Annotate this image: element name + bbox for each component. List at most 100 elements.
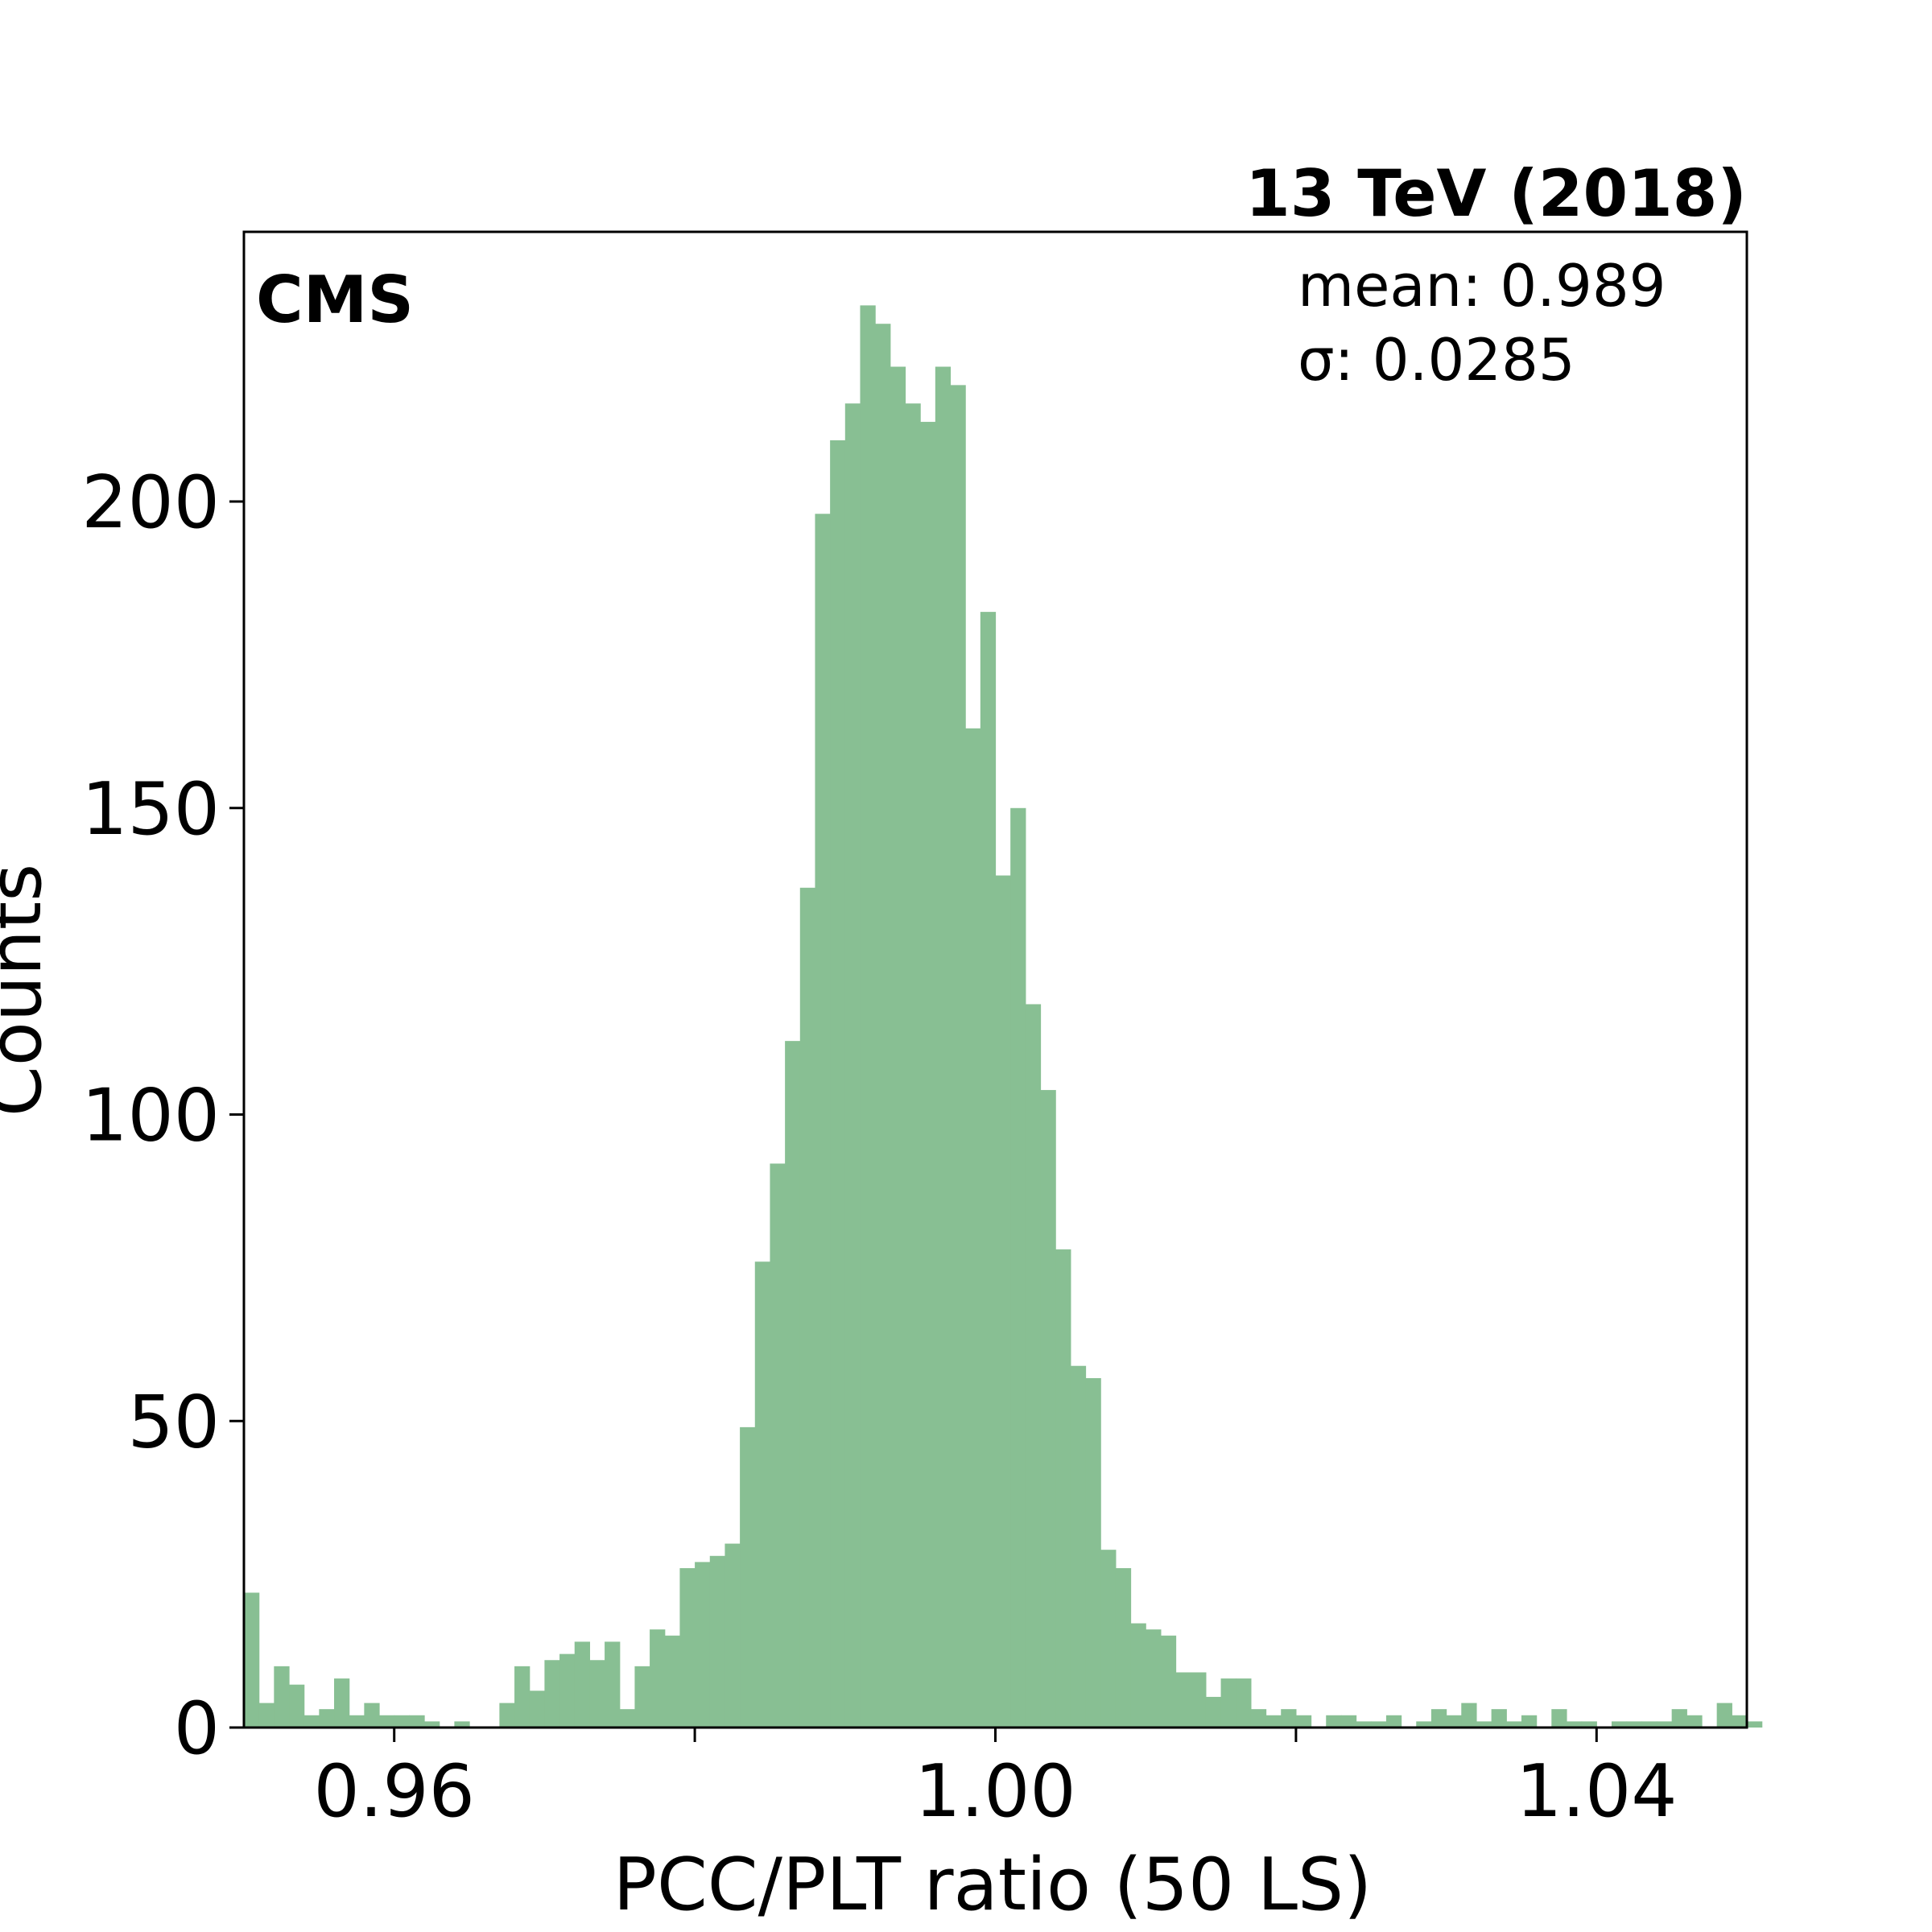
histogram-bar xyxy=(319,1709,335,1728)
histogram-bar xyxy=(830,440,846,1728)
histogram-bar xyxy=(244,1592,260,1728)
x-axis-label: PCC/PLT ratio (50 LS) xyxy=(613,1843,1373,1927)
histogram-bar xyxy=(1146,1629,1162,1728)
y-axis-label: Counts xyxy=(0,864,58,1117)
histogram-bar xyxy=(799,887,816,1728)
histogram-bar xyxy=(1686,1715,1703,1728)
histogram-bar xyxy=(454,1721,470,1728)
histogram-bar xyxy=(1491,1709,1507,1728)
histogram-bar xyxy=(1281,1709,1297,1728)
histogram-bars xyxy=(244,305,1763,1728)
histogram-bar xyxy=(935,366,952,1728)
histogram-bar xyxy=(785,1041,801,1728)
histogram-bar xyxy=(514,1666,530,1728)
histogram-bar xyxy=(364,1703,380,1728)
histogram-bar xyxy=(619,1709,636,1728)
y-tick-label: 50 xyxy=(127,1380,220,1464)
histogram-bar xyxy=(875,324,891,1728)
y-tick-label: 0 xyxy=(174,1686,220,1771)
x-tick-label: 1.00 xyxy=(914,1749,1075,1834)
histogram-bar xyxy=(605,1641,621,1728)
histogram-bar xyxy=(1160,1635,1177,1728)
histogram-bar xyxy=(754,1261,771,1728)
histogram-bar xyxy=(1566,1721,1583,1728)
histogram-bar xyxy=(409,1715,425,1728)
histogram-bar xyxy=(1385,1715,1402,1728)
histogram-bar xyxy=(394,1715,410,1728)
histogram-bar xyxy=(1340,1715,1357,1728)
histogram-bar xyxy=(1130,1623,1146,1728)
histogram-bar xyxy=(1476,1721,1492,1728)
histogram-bar xyxy=(1205,1696,1222,1728)
histogram-bar xyxy=(965,728,981,1728)
histogram-bar xyxy=(1656,1721,1673,1728)
histogram-bar xyxy=(950,385,966,1728)
histogram-bar xyxy=(890,366,906,1728)
histogram-bar xyxy=(844,403,861,1728)
histogram-bar xyxy=(1747,1721,1763,1728)
histogram-bar xyxy=(1641,1721,1657,1728)
histogram-bar xyxy=(1461,1703,1477,1728)
histogram-bar xyxy=(289,1684,305,1728)
histogram-bar xyxy=(274,1666,290,1728)
histogram-bar xyxy=(1521,1715,1538,1728)
x-tick-label: 1.04 xyxy=(1516,1749,1677,1834)
histogram-bar xyxy=(1416,1721,1432,1728)
y-tick-label: 100 xyxy=(81,1074,220,1158)
histogram-bar xyxy=(740,1426,756,1728)
histogram-bar xyxy=(334,1678,350,1728)
histogram-bar xyxy=(1265,1715,1282,1728)
histogram-bar xyxy=(529,1690,545,1728)
histogram-bar xyxy=(1115,1568,1132,1728)
histogram-bar xyxy=(1040,1090,1056,1728)
histogram-bar xyxy=(1055,1249,1071,1728)
histogram-bar xyxy=(860,305,876,1728)
histogram-bar xyxy=(650,1629,666,1728)
histogram-bar xyxy=(379,1715,395,1728)
histogram-bar xyxy=(349,1715,365,1728)
histogram-bar xyxy=(424,1721,440,1728)
histogram-bar xyxy=(1025,1004,1042,1728)
histogram-bar xyxy=(1085,1377,1101,1728)
histogram-bar xyxy=(1430,1709,1447,1728)
histogram-bar xyxy=(1506,1721,1522,1728)
histogram-bar xyxy=(1010,807,1026,1728)
histogram-bar xyxy=(1611,1721,1628,1728)
histogram-bar xyxy=(1100,1550,1117,1728)
histogram-bar xyxy=(1581,1721,1597,1728)
histogram-bar xyxy=(1175,1672,1191,1728)
histogram-bar xyxy=(1070,1365,1087,1728)
histogram-bar xyxy=(1191,1672,1207,1728)
experiment-label: CMS xyxy=(256,262,414,337)
x-tick-label: 0.96 xyxy=(314,1749,475,1834)
histogram-bar xyxy=(709,1555,726,1728)
histogram-bar xyxy=(1671,1709,1687,1728)
histogram-bar xyxy=(695,1562,711,1728)
y-tick-label: 150 xyxy=(81,767,220,852)
histogram-bar xyxy=(258,1703,275,1728)
histogram-bar xyxy=(1626,1721,1642,1728)
histogram-bar xyxy=(544,1660,560,1728)
histogram-bar xyxy=(1220,1678,1236,1728)
x-axis-ticks: 0.96 1.00 1.04 xyxy=(314,1728,1677,1834)
histogram-bar xyxy=(1236,1678,1252,1728)
histogram-bar xyxy=(770,1163,786,1728)
histogram-bar xyxy=(905,403,921,1728)
histogram-bar xyxy=(815,514,831,1728)
sigma-stat: σ: 0.0285 xyxy=(1298,326,1575,394)
histogram-bar xyxy=(589,1660,605,1728)
histogram-bar xyxy=(574,1641,591,1728)
histogram-bar xyxy=(1250,1709,1267,1728)
histogram-bar xyxy=(559,1653,576,1728)
chart-title: 13 TeV (2018) xyxy=(1245,156,1747,231)
histogram-bar xyxy=(664,1635,681,1728)
histogram-bar xyxy=(634,1666,650,1728)
histogram-bar xyxy=(980,612,997,1728)
histogram-bar xyxy=(1446,1715,1462,1728)
histogram-bar xyxy=(1371,1721,1387,1728)
histogram-bar xyxy=(724,1543,741,1728)
y-tick-label: 200 xyxy=(81,460,220,545)
y-axis-ticks: 0 50 100 150 200 xyxy=(81,460,244,1771)
histogram-bar xyxy=(1732,1715,1748,1728)
